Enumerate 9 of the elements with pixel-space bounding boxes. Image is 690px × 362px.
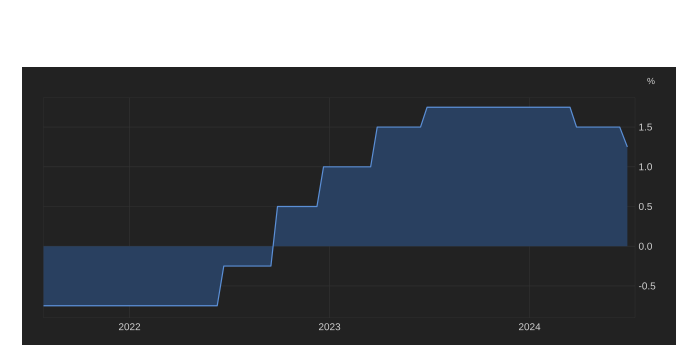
- x-tick-label: 2022: [118, 323, 140, 330]
- y-tick-label: 0.5: [638, 202, 652, 210]
- y-tick-label: -0.5: [638, 282, 656, 290]
- y-tick-label: 1.5: [639, 124, 652, 131]
- y-axis-title: %: [647, 78, 655, 84]
- y-tick-label: 0.0: [638, 242, 652, 250]
- x-tick-label: 2024: [518, 323, 540, 330]
- y-tick-label: 1.0: [639, 163, 652, 170]
- x-tick-label: 2023: [318, 323, 340, 330]
